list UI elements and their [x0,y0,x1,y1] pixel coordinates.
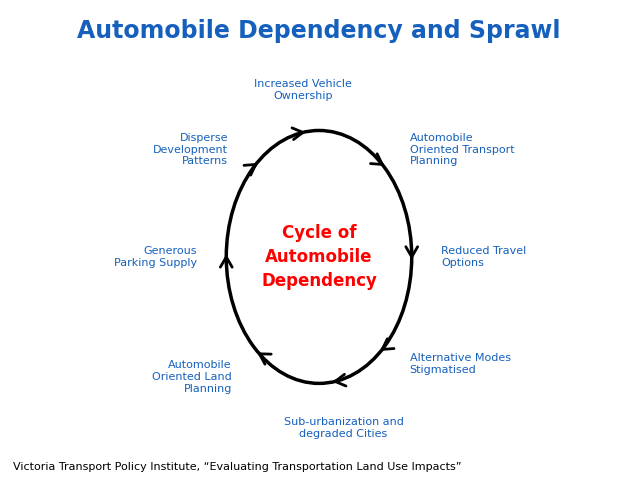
Text: Cycle of
Automobile
Dependency: Cycle of Automobile Dependency [261,224,377,289]
Text: Sub-urbanization and
degraded Cities: Sub-urbanization and degraded Cities [284,417,403,439]
Text: Automobile
Oriented Land
Planning: Automobile Oriented Land Planning [152,360,232,394]
Text: Increased Vehicle
Ownership: Increased Vehicle Ownership [254,79,352,101]
Text: Reduced Travel
Options: Reduced Travel Options [441,246,526,268]
Text: Alternative Modes
Stigmatised: Alternative Modes Stigmatised [410,354,510,375]
Text: Automobile
Oriented Transport
Planning: Automobile Oriented Transport Planning [410,133,514,166]
Text: Disperse
Development
Patterns: Disperse Development Patterns [153,133,228,166]
Text: Automobile Dependency and Sprawl: Automobile Dependency and Sprawl [77,19,561,43]
Text: Victoria Transport Policy Institute, “Evaluating Transportation Land Use Impacts: Victoria Transport Policy Institute, “Ev… [13,462,461,472]
Text: Generous
Parking Supply: Generous Parking Supply [114,246,197,268]
